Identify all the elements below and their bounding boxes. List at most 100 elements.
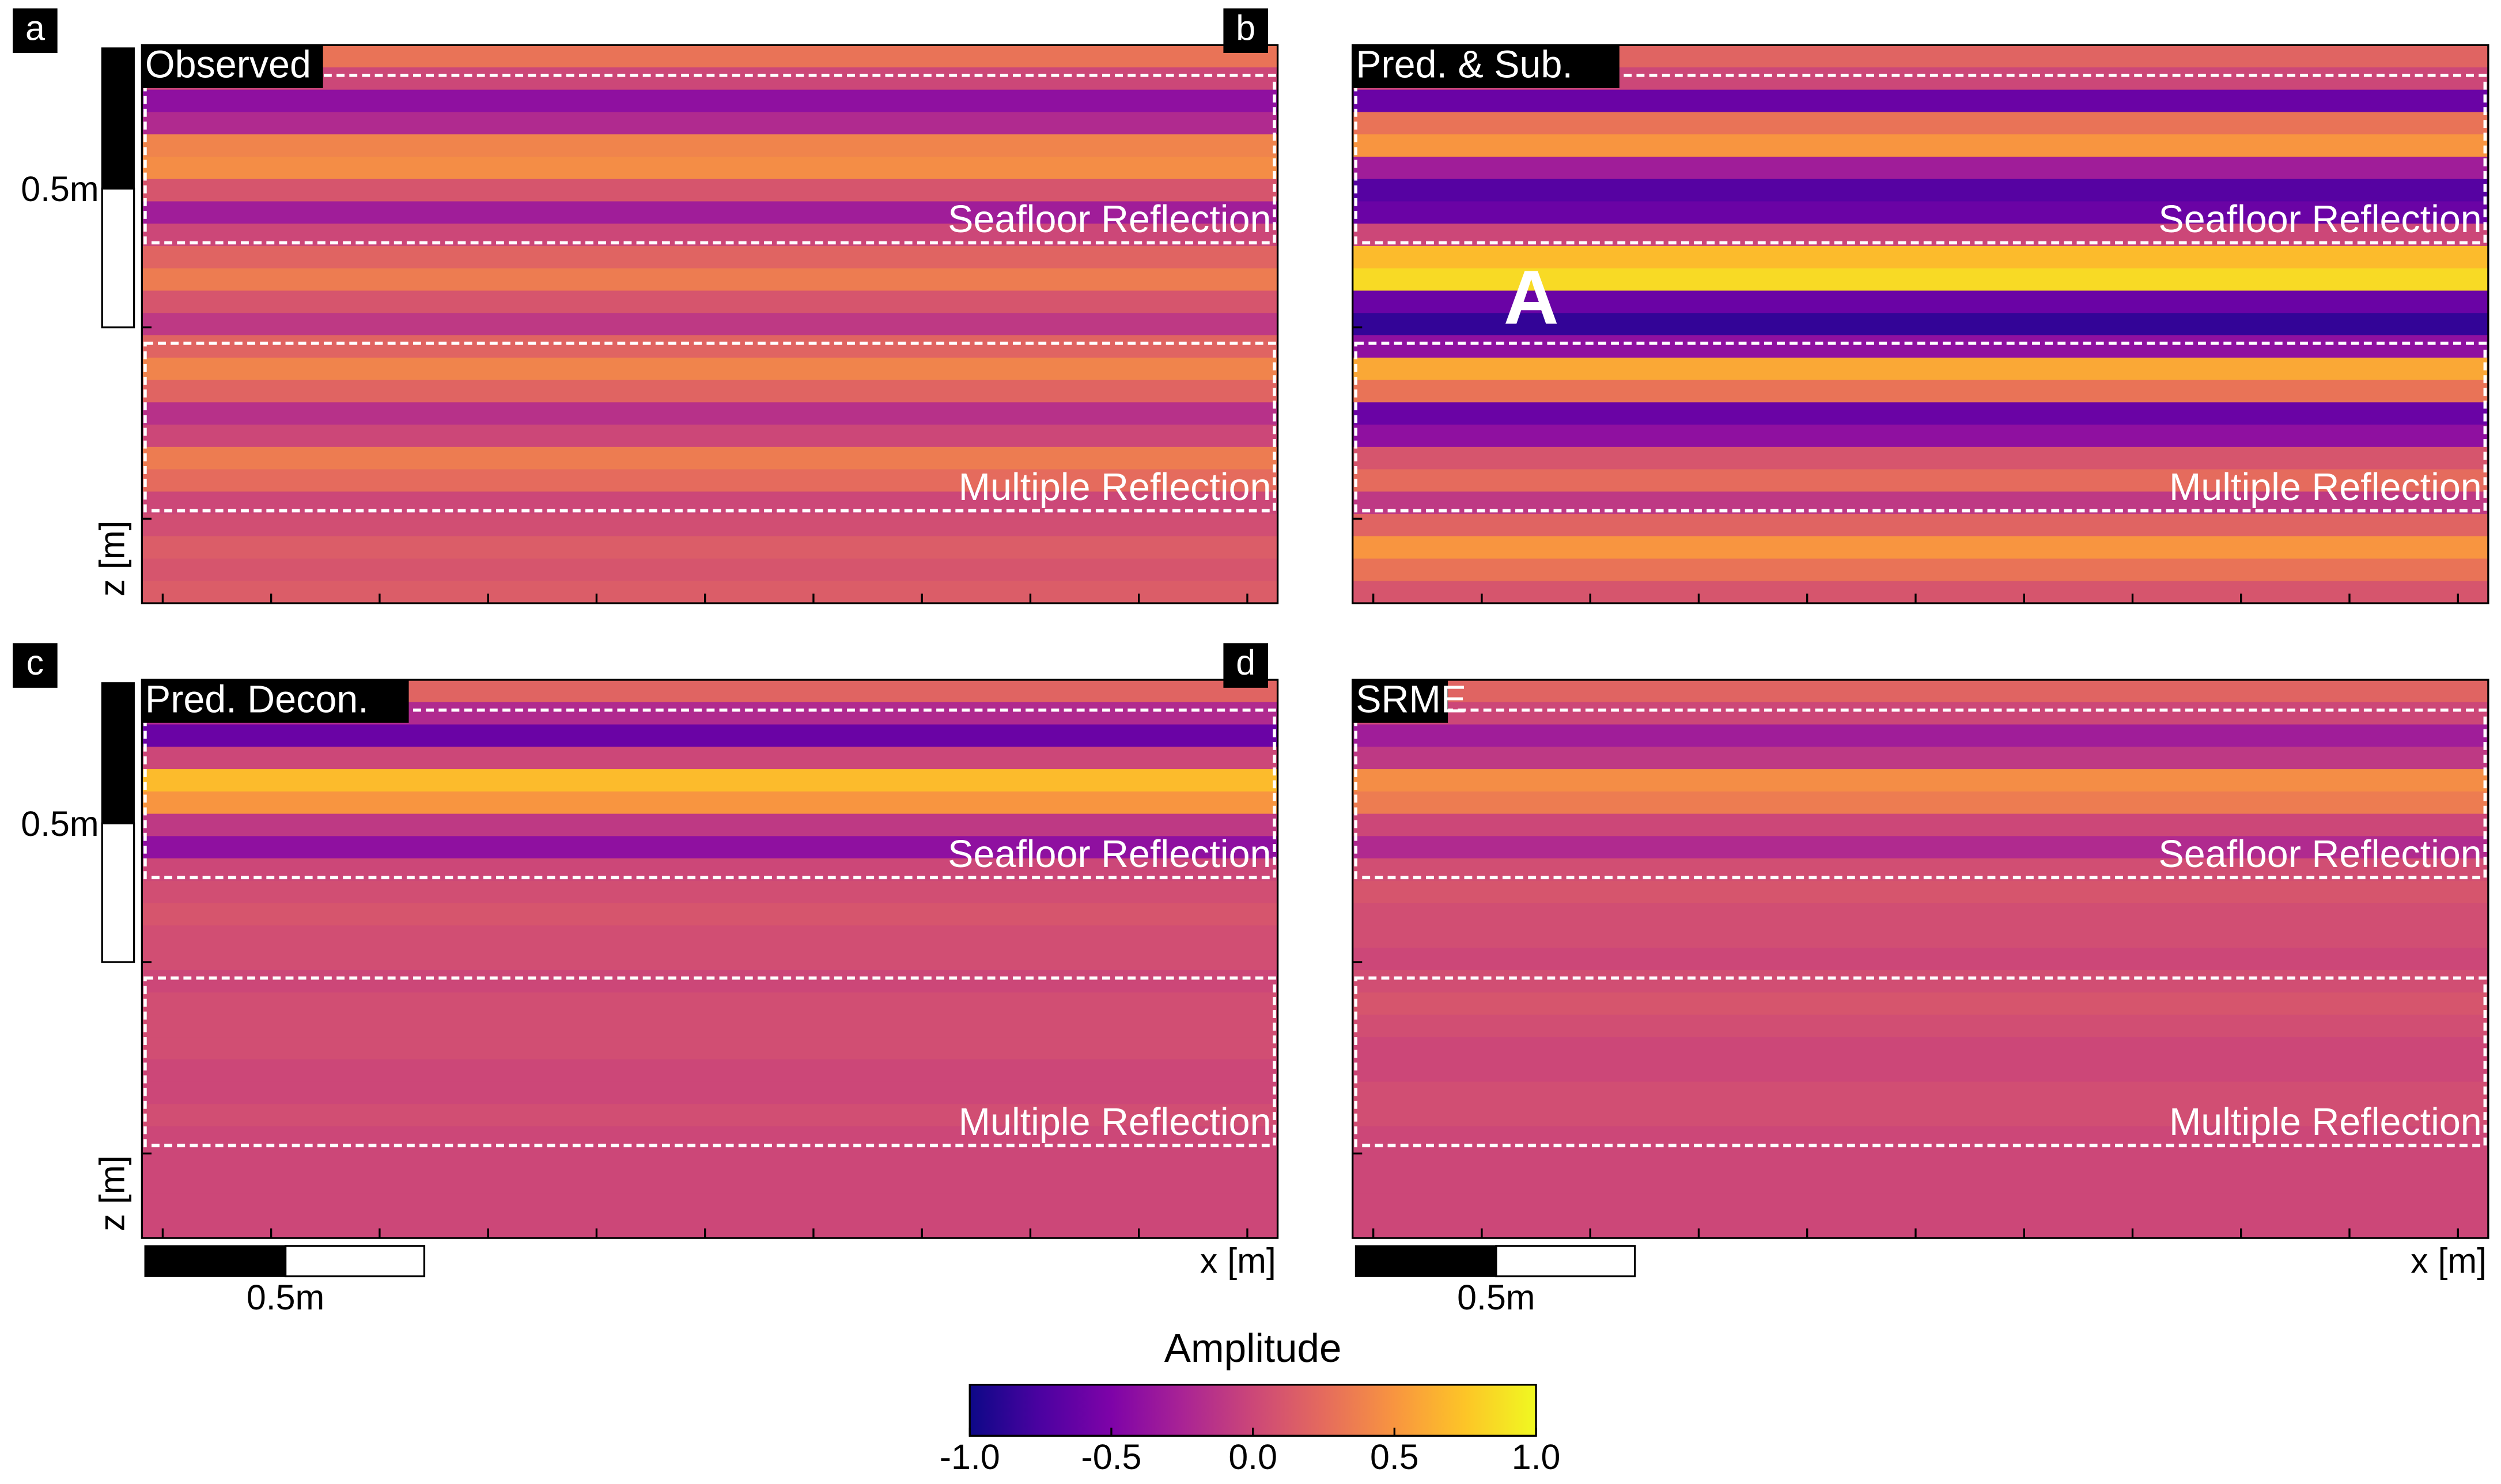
amplitude-row [142, 747, 1278, 770]
amplitude-row [1352, 290, 2488, 314]
z-scale-black [101, 682, 135, 824]
amplitude-row [142, 769, 1278, 793]
panel-title: SRME [1356, 678, 1466, 721]
amplitude-row [1352, 903, 2488, 927]
amplitude-row [142, 201, 1278, 225]
letter-bg [13, 643, 58, 688]
x-scale-black [144, 1245, 286, 1277]
amplitude-row [142, 1171, 1278, 1195]
panel-letter: c [27, 643, 44, 682]
amplitude-row [1352, 1081, 2488, 1106]
dashed-box [143, 74, 1276, 245]
amplitude-row [142, 514, 1278, 537]
amplitude-row [142, 268, 1278, 292]
amplitude-row [142, 813, 1278, 838]
amplitude-row [1352, 1037, 2488, 1061]
amplitude-row [1352, 112, 2488, 135]
amplitude-row [1352, 1104, 2488, 1127]
amplitude-row [142, 992, 1278, 1016]
x-axis-label: x [m] [2411, 1241, 2487, 1280]
box-label: Seafloor Reflection [948, 198, 1271, 241]
amplitude-row [1352, 970, 2488, 994]
amplitude-row [1352, 446, 2488, 471]
z-scale-label: 0.5m [21, 804, 99, 843]
box-label: Multiple Reflection [959, 466, 1272, 509]
amplitude-row [142, 67, 1278, 91]
amplitude-row [1352, 380, 2488, 403]
amplitude-row [142, 724, 1278, 748]
amplitude-row [142, 1148, 1278, 1172]
amplitude-row [1352, 558, 2488, 582]
colorbar-tick-label: -0.5 [1081, 1437, 1141, 1477]
box-label: Multiple Reflection [2169, 466, 2482, 509]
amplitude-row [142, 89, 1278, 113]
amplitude-row [142, 112, 1278, 135]
amplitude-row [142, 948, 1278, 971]
dashed-box [143, 342, 1276, 513]
dashed-box [143, 708, 1276, 880]
amplitude-row [142, 791, 1278, 815]
amplitude-row [142, 380, 1278, 403]
colorbar-title: Amplitude [1164, 1326, 1342, 1371]
amplitude-row [1352, 769, 2488, 793]
colorbar-tick-label: 0.5 [1370, 1437, 1419, 1477]
amplitude-row [1352, 357, 2488, 381]
dashed-box [1354, 976, 2487, 1148]
amplitude-row [142, 925, 1278, 949]
amplitude-row [142, 469, 1278, 493]
amplitude-row [1352, 425, 2488, 448]
z-scale-label: 0.5m [21, 169, 99, 209]
amplitude-row [142, 245, 1278, 270]
panel-frame [141, 679, 1279, 1239]
amplitude-row [1352, 89, 2488, 113]
amplitude-row [142, 446, 1278, 471]
amplitude-row [1352, 992, 2488, 1016]
amplitude-row [142, 179, 1278, 203]
panel-title: Pred. & Sub. [1356, 43, 1573, 86]
amplitude-row [1352, 791, 2488, 815]
amplitude-row [1352, 536, 2488, 560]
amplitude-row [1352, 514, 2488, 537]
panel-frame [141, 44, 1279, 604]
x-scale-white [1495, 1245, 1636, 1278]
amplitude-row [1352, 134, 2488, 158]
dashed-box [1354, 342, 2487, 513]
amplitude-row [142, 1014, 1278, 1038]
panel-frame [1352, 679, 2489, 1239]
amplitude-row [1352, 724, 2488, 748]
amplitude-row [1352, 1148, 2488, 1172]
letter-bg [1223, 643, 1268, 688]
amplitude-row [142, 45, 1278, 69]
z-axis-label: z [m] [92, 521, 131, 597]
box-label: Seafloor Reflection [948, 833, 1271, 876]
x-scale-label: 0.5m [1457, 1278, 1535, 1317]
panel-letter: b [1236, 8, 1255, 47]
panel: Seafloor Reflection Multiple Reflection SR… [1223, 643, 2489, 1317]
title-bg [1352, 45, 1620, 88]
x-scale-label: 0.5m [247, 1278, 324, 1317]
amplitude-row [142, 134, 1278, 158]
amplitude-row [1352, 702, 2488, 726]
amplitude-row [1352, 402, 2488, 426]
amplitude-row [1352, 156, 2488, 180]
amplitude-row [142, 970, 1278, 994]
amplitude-row [142, 836, 1278, 860]
amplitude-row [142, 402, 1278, 426]
title-bg [142, 680, 409, 723]
amplitude-row [1352, 313, 2488, 336]
amplitude-row [142, 536, 1278, 560]
amplitude-row [142, 1059, 1278, 1083]
x-scale-white [284, 1245, 426, 1278]
box-label: Multiple Reflection [959, 1101, 1272, 1144]
amplitude-row [142, 1081, 1278, 1106]
amplitude-row [1352, 335, 2488, 359]
z-scale-white [101, 187, 135, 328]
amplitude-row [1352, 813, 2488, 838]
z-scale-black [101, 47, 135, 190]
amplitude-row [1352, 201, 2488, 225]
amplitude-row [1352, 1059, 2488, 1083]
amplitude-row [1352, 268, 2488, 292]
amplitude-row [142, 903, 1278, 927]
amplitude-row [1352, 680, 2488, 703]
